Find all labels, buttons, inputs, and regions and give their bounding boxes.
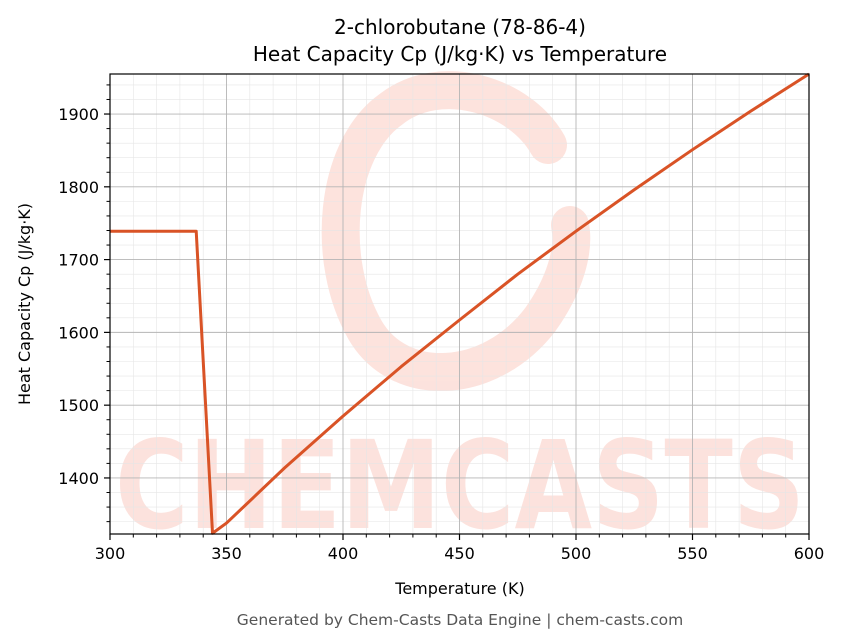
major-grid <box>109 74 810 534</box>
watermark-text: CHEMCASTS <box>115 415 805 557</box>
chart-title: 2-chlorobutane (78-86-4) <box>334 15 586 39</box>
x-tick-label: 400 <box>328 544 359 563</box>
y-tick-label: 1700 <box>58 251 99 270</box>
series-line <box>110 72 810 535</box>
y-tick-label: 1600 <box>58 323 99 342</box>
y-axis-label: Heat Capacity Cp (J/kg·K) <box>15 203 34 405</box>
y-tick-label: 1800 <box>58 178 99 197</box>
y-tick-label: 1500 <box>58 396 99 415</box>
x-axis-label: Temperature (K) <box>394 579 524 598</box>
x-tick-label: 600 <box>794 544 825 563</box>
footer-credit: Generated by Chem-Casts Data Engine | ch… <box>237 611 683 629</box>
y-axis: 1400 1500 1600 1700 1800 1900 <box>58 84 110 523</box>
watermark: CHEMCASTS <box>115 71 805 557</box>
x-tick-label: 300 <box>95 544 126 563</box>
y-tick-label: 1900 <box>58 105 99 124</box>
x-tick-label: 450 <box>444 544 475 563</box>
watermark-swirl-icon <box>321 71 591 391</box>
x-tick-label: 500 <box>561 544 592 563</box>
x-tick-label: 550 <box>677 544 708 563</box>
y-tick-label: 1400 <box>58 469 99 488</box>
x-axis: 300 350 400 450 500 550 600 <box>95 534 825 563</box>
x-tick-label: 350 <box>211 544 242 563</box>
chart-subtitle: Heat Capacity Cp (J/kg·K) vs Temperature <box>253 42 667 66</box>
